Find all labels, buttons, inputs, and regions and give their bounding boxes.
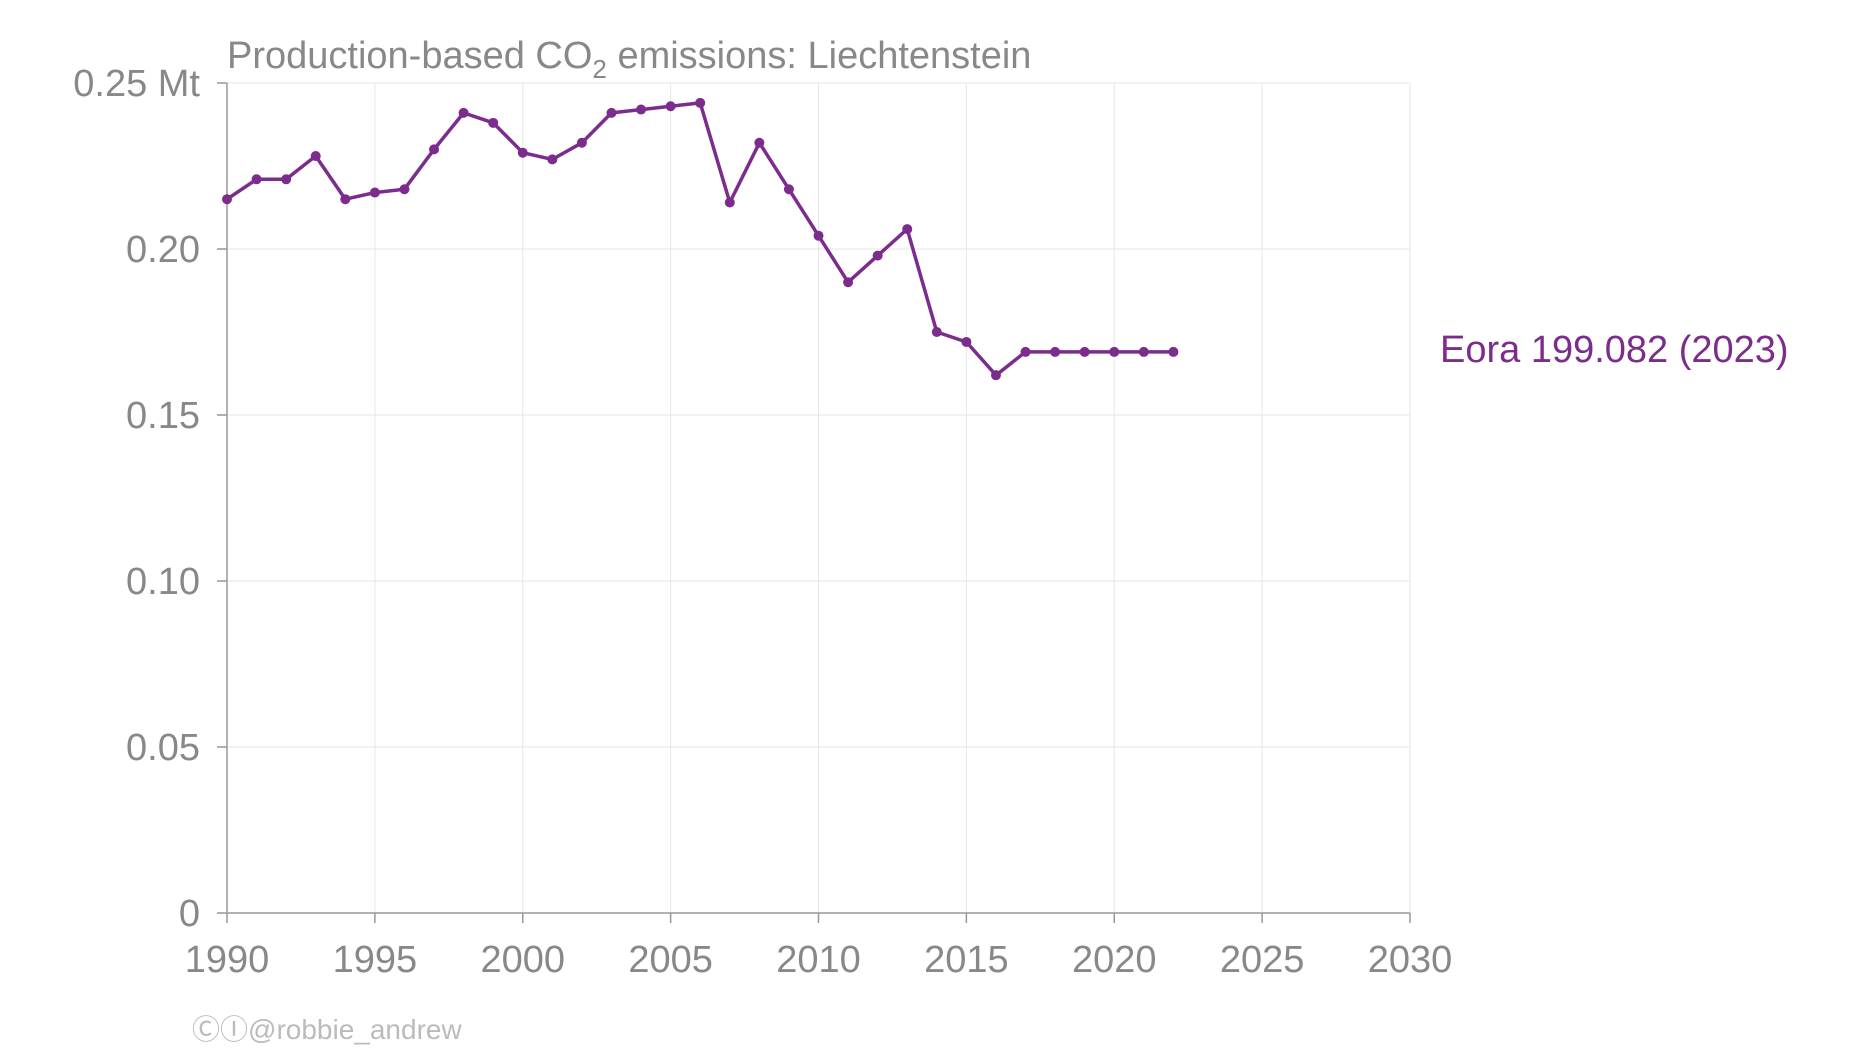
data-point: [1050, 346, 1061, 357]
data-point: [1079, 346, 1090, 357]
data-point: [1020, 346, 1031, 357]
data-point: [606, 107, 617, 118]
data-point: [547, 154, 558, 165]
cc-license-icon: ⒸⒾ: [192, 1014, 249, 1045]
x-tick-labels: 1990 1995 2000 2005 2010 2015 2020 2025 2030: [185, 939, 1453, 981]
data-point: [576, 137, 587, 148]
y-tick-label: 0: [179, 893, 200, 935]
x-tick-label: 1995: [333, 939, 418, 981]
y-tick-label: 0.10: [126, 561, 200, 603]
y-tick-label: 0.25 Mt: [73, 63, 200, 105]
chart-title: Production-based CO2 emissions: Liechten…: [227, 35, 1031, 84]
data-point: [458, 107, 469, 118]
data-point: [990, 370, 1001, 381]
grid-lines: [227, 82, 1411, 913]
credit: ⒸⒾ@robbie_andrew: [192, 1008, 462, 1048]
data-point: [813, 230, 824, 241]
data-point: [429, 144, 440, 155]
title-subscript: 2: [592, 54, 606, 84]
title-main: Production-based CO: [227, 35, 592, 77]
data-point: [636, 104, 647, 115]
data-point: [281, 174, 292, 185]
data-point: [340, 194, 351, 205]
x-tick-label: 2030: [1368, 939, 1453, 981]
x-tick-label: 2025: [1220, 939, 1305, 981]
x-tick-label: 1990: [185, 939, 270, 981]
y-tick-label: 0.15: [126, 395, 200, 437]
x-tick-label: 2010: [776, 939, 861, 981]
data-point: [488, 117, 499, 128]
x-tick-label: 2005: [628, 939, 713, 981]
data-point: [665, 101, 676, 112]
data-point: [1168, 346, 1179, 357]
data-point: [695, 97, 706, 108]
data-point: [369, 187, 380, 198]
data-point: [1138, 346, 1149, 357]
data-point: [961, 336, 972, 347]
y-tick-labels: 0 0.05 0.10 0.15 0.20 0.25 Mt: [73, 63, 200, 935]
data-point: [843, 277, 854, 288]
data-point: [724, 197, 735, 208]
data-point: [902, 224, 913, 235]
data-point: [251, 174, 262, 185]
x-tick-label: 2000: [480, 939, 565, 981]
data-point: [872, 250, 883, 261]
y-tick-label: 0.05: [126, 727, 200, 769]
series-layer: [222, 97, 1179, 381]
y-tick-label: 0.20: [126, 229, 200, 271]
data-point: [931, 327, 942, 337]
data-point: [517, 147, 528, 158]
title-rest: emissions: Liechtenstein: [607, 35, 1032, 77]
x-tick-label: 2015: [924, 939, 1009, 981]
series-label-eora: Eora 199.082 (2023): [1440, 329, 1789, 371]
data-point: [783, 184, 794, 195]
series-line-eora: [226, 101, 1174, 377]
data-point: [1109, 346, 1120, 357]
axes: [217, 82, 1411, 923]
data-point: [310, 151, 321, 162]
data-point: [222, 194, 232, 205]
credit-text: @robbie_andrew: [248, 1014, 462, 1045]
data-point: [399, 184, 410, 195]
data-point: [754, 137, 765, 148]
x-tick-label: 2020: [1072, 939, 1157, 981]
